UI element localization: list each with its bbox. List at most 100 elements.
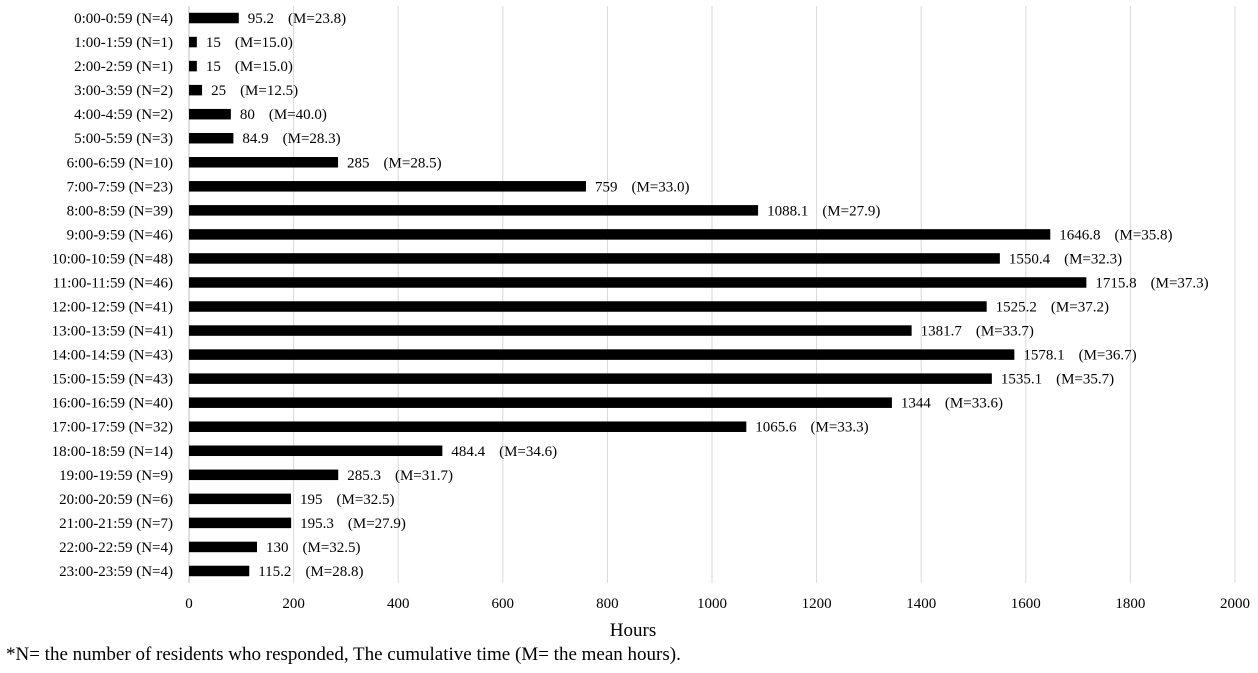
x-tick-labels: 0 200 400 600 800 1000 1200 1400 1600 1800 2000 [185,596,1250,612]
category-label: 9:00-9:59 (N=46) [67,227,173,243]
x-tick-label: 0 [185,596,193,612]
mean-label: (M=28.8) [305,564,363,580]
mean-label: (M=15.0) [235,35,293,51]
category-label: 17:00-17:59 (N=32) [52,420,173,436]
category-label: 3:00-3:59 (N=2) [74,83,173,99]
category-label: 2:00-2:59 (N=1) [74,59,173,75]
bar [189,60,197,72]
bar [189,421,747,432]
bar [189,517,292,529]
value-label: 1525.2 [996,300,1037,316]
mean-label: (M=31.7) [395,468,453,484]
bar [189,301,987,312]
value-label: 195.3 [300,516,334,532]
bar [189,325,912,336]
category-labels: 0:00-0:59 (N=4) 1:00-1:59 (N=1) 2:00-2:59 … [52,11,173,580]
bar [189,205,759,216]
value-label: 130 [266,540,289,556]
bar [189,253,1000,264]
value-label: 1344 [901,396,932,412]
bar-chart: 0:00-0:59 (N=4) 1:00-1:59 (N=1) 2:00-2:59 … [52,6,1250,641]
bar [189,373,992,384]
category-label: 12:00-12:59 (N=41) [52,300,173,316]
mean-label: (M=33.7) [976,324,1034,340]
x-tick-label: 2000 [1220,596,1250,612]
x-tick-label: 800 [596,596,619,612]
bar [189,84,203,96]
bar [189,157,339,168]
mean-label: (M=37.3) [1151,275,1209,291]
bar [189,565,250,577]
value-label: 1646.8 [1059,227,1100,243]
x-tick-label: 1000 [697,596,727,612]
mean-label: (M=33.6) [945,396,1003,412]
category-label: 1:00-1:59 (N=1) [74,35,173,51]
category-label: 15:00-15:59 (N=43) [52,372,173,388]
value-label: 115.2 [258,564,291,580]
mean-label: (M=37.2) [1051,300,1109,316]
value-label: 25 [211,83,226,99]
bar [189,349,1015,360]
x-tick-label: 600 [492,596,515,612]
value-label: 15 [206,35,221,51]
category-label: 21:00-21:59 (N=7) [59,516,173,532]
bars [189,12,1087,577]
bar [189,397,892,408]
category-label: 11:00-11:59 (N=46) [53,275,173,291]
mean-label: (M=40.0) [269,107,327,123]
category-label: 6:00-6:59 (N=10) [67,155,173,171]
value-label: 95.2 [248,11,274,27]
category-label: 16:00-16:59 (N=40) [52,396,173,412]
value-label: 1065.6 [755,420,797,436]
value-label: 1381.7 [921,324,963,340]
value-label: 285.3 [347,468,381,484]
category-label: 0:00-0:59 (N=4) [74,11,173,27]
category-label: 22:00-22:59 (N=4) [59,540,173,556]
x-tick-label: 1800 [1115,596,1145,612]
bar [189,12,239,24]
mean-label: (M=27.9) [822,203,880,219]
bar [189,229,1051,240]
category-label: 13:00-13:59 (N=41) [52,324,173,340]
value-label: 1715.8 [1095,275,1136,291]
category-label: 5:00-5:59 (N=3) [74,131,173,147]
category-label: 23:00-23:59 (N=4) [59,564,173,580]
x-tick-label: 1600 [1011,596,1041,612]
mean-label: (M=28.3) [283,131,341,147]
footnote: *N= the number of residents who responde… [6,644,681,665]
mean-label: (M=32.5) [302,540,360,556]
category-label: 8:00-8:59 (N=39) [67,203,173,219]
mean-label: (M=28.5) [384,155,442,171]
bar [189,277,1087,288]
x-tick-label: 1200 [802,596,832,612]
value-label: 195 [300,492,323,508]
category-label: 7:00-7:59 (N=23) [67,179,173,195]
mean-label: (M=33.0) [631,179,689,195]
mean-label: (M=15.0) [235,59,293,75]
bar [189,541,257,553]
bar [189,493,291,505]
value-label: 1088.1 [767,203,808,219]
gridlines [188,6,1236,583]
mean-label: (M=33.3) [811,420,869,436]
category-label: 4:00-4:59 (N=2) [74,107,173,123]
value-label: 285 [347,155,370,171]
x-axis-title: Hours [610,620,656,641]
mean-label: (M=35.8) [1115,227,1173,243]
value-label: 84.9 [242,131,268,147]
mean-label: (M=35.7) [1056,372,1114,388]
value-labels: 95.2 (M=23.8) 15 (M=15.0) 15 (M=15.0) 25 (M=12.… [206,11,1209,580]
bar [189,469,339,481]
bar [189,181,586,192]
bar [189,132,234,144]
mean-label: (M=32.5) [336,492,394,508]
mean-label: (M=36.7) [1079,348,1137,364]
category-label: 18:00-18:59 (N=14) [52,444,173,460]
mean-label: (M=23.8) [288,11,346,27]
mean-label: (M=32.3) [1064,251,1122,267]
mean-label: (M=12.5) [240,83,298,99]
bar [189,445,443,457]
bar [189,108,231,120]
value-label: 759 [595,179,618,195]
x-tick-label: 200 [282,596,305,612]
